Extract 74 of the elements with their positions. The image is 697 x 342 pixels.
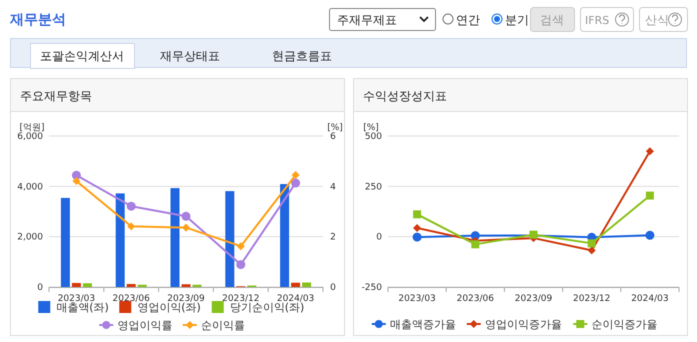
y-axis-title: [%]	[363, 123, 379, 133]
x-tick-label: 2023/06	[112, 294, 150, 304]
text: 연간	[456, 13, 480, 27]
chart-title: 수익성장성지표	[363, 89, 447, 103]
y2-tick-label: 0	[330, 283, 336, 293]
y-tick-label: 500	[364, 132, 382, 142]
bar	[82, 283, 92, 287]
point	[646, 192, 654, 200]
point	[72, 177, 80, 186]
legend-label: 당기순이익(좌)	[230, 301, 304, 314]
legend-label: 순이익증가율	[591, 318, 658, 331]
y-tick-label: -250	[362, 283, 382, 293]
x-tick-label: 2023/06	[456, 294, 494, 304]
x-tick-label: 2023/03	[58, 294, 96, 304]
point	[182, 212, 190, 221]
point	[413, 210, 422, 218]
point	[236, 242, 245, 250]
text: 재무분석	[9, 12, 66, 28]
bar	[291, 282, 300, 287]
text: 포괄손익계산서	[40, 49, 124, 63]
chart-title: 주요재무항목	[20, 89, 92, 103]
text: 분기	[505, 13, 529, 27]
point	[127, 222, 136, 230]
point	[126, 202, 136, 211]
point	[412, 232, 422, 242]
y-axis-title: [억원]	[19, 123, 45, 133]
text: IFRS	[585, 14, 610, 27]
x-tick-label: 2024/03	[276, 294, 314, 304]
bar	[126, 284, 136, 287]
bar	[72, 282, 81, 287]
point	[291, 178, 300, 188]
bar	[302, 282, 312, 287]
legend-label: 영업이익(좌)	[137, 301, 201, 314]
bar	[60, 198, 70, 287]
x-tick-label: 2023/12	[222, 294, 260, 304]
point	[645, 230, 654, 240]
legend-label: 영업이익증가율	[484, 318, 562, 331]
point	[646, 147, 654, 156]
x-tick-label: 2023/09	[167, 294, 205, 304]
y-tick-label: 2,000	[17, 232, 44, 243]
bar	[116, 193, 125, 287]
y2-axis-title: [%]	[327, 123, 343, 133]
point	[588, 239, 596, 248]
legend-label: 매출액증가율	[390, 318, 456, 331]
y2-tick-label: 2	[330, 232, 336, 243]
x-tick-label: 2024/03	[631, 294, 669, 304]
y-tick-label: 6,000	[17, 132, 44, 142]
legend-label: 순이익률	[200, 319, 245, 332]
legend-label: 매출액(좌)	[56, 301, 109, 314]
point	[413, 224, 422, 232]
y2-tick-label: 6	[330, 132, 336, 142]
x-tick-label: 2023/03	[398, 294, 436, 304]
text: 산식	[645, 13, 669, 27]
button: 검색	[530, 7, 575, 32]
point	[236, 260, 246, 270]
x-tick-label: 2023/09	[514, 294, 552, 304]
text: 재무상태표	[160, 49, 220, 63]
y-tick-label: 0	[376, 232, 382, 243]
dropdown: 주재무제표	[329, 8, 436, 31]
y-tick-label: 4,000	[17, 182, 44, 192]
y2-tick-label: 4	[330, 182, 336, 192]
text: 현금흐름표	[272, 49, 332, 63]
bar	[280, 184, 290, 287]
legend-label: 영업이익률	[117, 319, 172, 332]
bar	[182, 284, 190, 287]
bar	[170, 188, 180, 287]
y-tick-label: 250	[364, 182, 382, 192]
point	[292, 171, 300, 180]
point	[471, 240, 480, 248]
point	[588, 246, 596, 254]
point	[182, 224, 190, 232]
x-tick-label: 2023/12	[573, 294, 610, 304]
y-tick-label: 0	[37, 283, 44, 293]
bar	[225, 191, 234, 287]
